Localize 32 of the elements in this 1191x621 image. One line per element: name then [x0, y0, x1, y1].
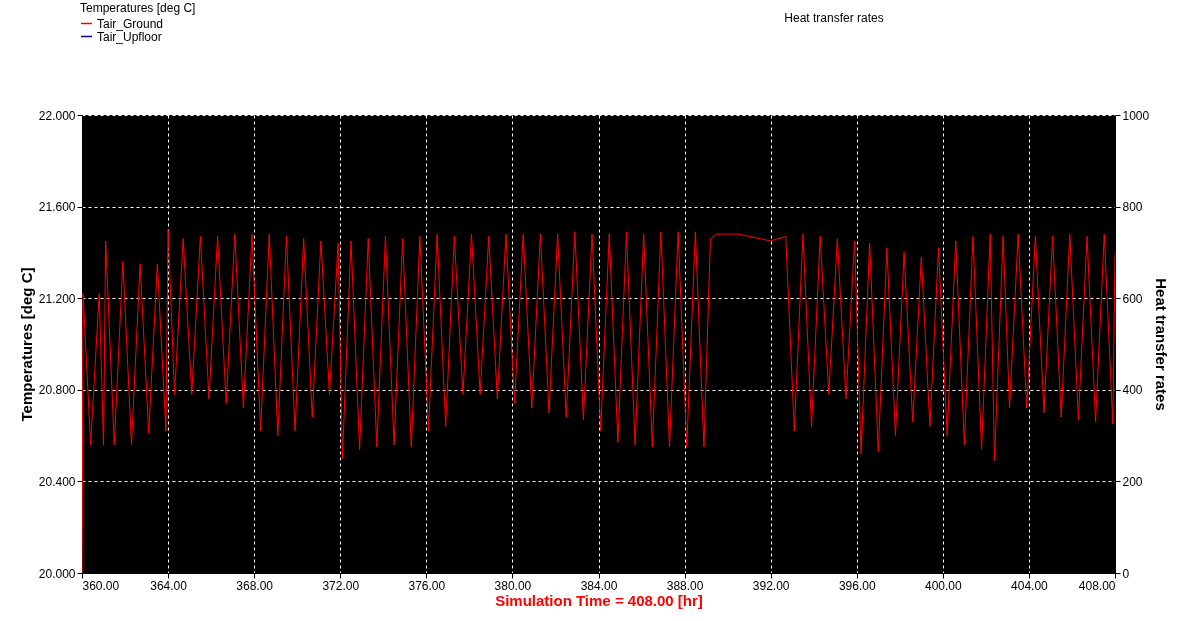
x-tick-label: 404.00: [1011, 578, 1049, 593]
x-tick-label: 372.00: [322, 578, 360, 593]
legend-title: Temperatures [deg C]: [80, 1, 196, 15]
y-tick-label: 21.600: [38, 200, 76, 215]
x-tick-label: 380.00: [494, 578, 532, 593]
legend-label: Tair_Ground: [97, 16, 164, 31]
y-tick-label: 21.200: [38, 291, 76, 306]
y-tick-label: 20.000: [38, 566, 76, 581]
y2-tick-label: 200: [1122, 474, 1143, 489]
x-axis-title: Simulation Time = 408.00 [hr]: [495, 591, 703, 609]
x-tick-label: 364.00: [150, 578, 188, 593]
y2-tick-label: 400: [1122, 383, 1143, 398]
x-tick-label: 396.00: [838, 578, 876, 593]
y2-tick-label: 0: [1122, 566, 1130, 581]
y2-tick-label: 600: [1122, 291, 1143, 306]
x-tick-label: 388.00: [666, 578, 704, 593]
y-tick-label: 20.800: [38, 383, 76, 398]
x-tick-label: 376.00: [408, 578, 446, 593]
x-tick-label: 360.00: [82, 578, 120, 593]
x-tick-label: 400.00: [924, 578, 963, 593]
y-tick-label: 20.400: [38, 474, 76, 489]
y-axis-title: Temperatures [deg C]: [17, 267, 35, 422]
x-tick-label: 368.00: [236, 578, 274, 593]
x-tick-label: 392.00: [752, 578, 790, 593]
y2-tick-label: 1000: [1122, 108, 1150, 123]
text: Heat transfer rates: [784, 11, 884, 25]
y2-axis-title: Heat transfer rates: [1153, 278, 1171, 411]
x-tick-label: 408.00: [1078, 578, 1116, 593]
y2-tick-label: 800: [1122, 200, 1143, 215]
legend-label: Tair_Upfloor: [97, 29, 162, 44]
y-tick-label: 22.000: [38, 108, 76, 123]
x-tick-label: 384.00: [580, 578, 618, 593]
